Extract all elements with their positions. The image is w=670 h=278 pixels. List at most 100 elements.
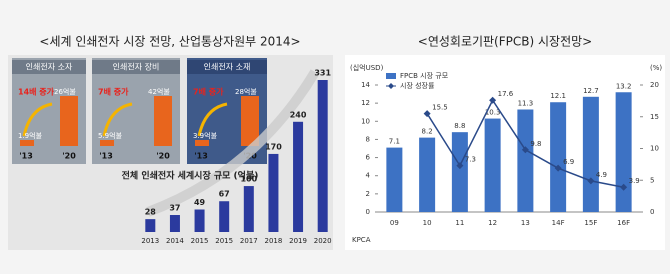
panel-bar-large	[241, 96, 259, 146]
value-label: 11.3	[518, 99, 534, 107]
value-label: 49	[194, 198, 206, 207]
x-tick-label: 11	[455, 219, 464, 227]
bar	[293, 122, 303, 232]
panel-name: 인쇄전자 장비	[113, 62, 160, 72]
panel-growth: 14배 증가	[18, 87, 55, 97]
panel-bar-large	[60, 96, 78, 146]
y-tick-label: 12	[361, 99, 370, 107]
x-tick-label: 12	[488, 219, 497, 227]
y-tick-label: 10	[361, 117, 370, 125]
x-tick-label: 2019	[289, 237, 307, 245]
value-label: 4.9	[596, 171, 607, 179]
panel-from-year: '13	[19, 152, 33, 161]
y-tick-label: 2	[366, 190, 370, 198]
legend-label: 시장 성장률	[400, 81, 435, 90]
x-tick-label: 14F	[552, 219, 565, 227]
y2-tick-label: 0	[650, 208, 654, 216]
value-label: 3.9	[629, 177, 640, 185]
panel-bar-small	[195, 140, 209, 146]
panel-name: 인쇄전자 소자	[26, 62, 73, 72]
value-label: 17.6	[498, 90, 514, 98]
value-label: 7.1	[389, 138, 400, 146]
bar	[550, 102, 566, 212]
value-label: 13.2	[616, 82, 632, 90]
y-tick-label: 6	[366, 154, 371, 162]
x-tick-label: 16F	[617, 219, 630, 227]
y2-tick-label: 20	[650, 81, 659, 89]
bar	[219, 201, 229, 232]
y-tick-label: 8	[366, 135, 370, 143]
panel-growth: 7배 증가	[193, 87, 224, 97]
bar	[517, 109, 533, 212]
x-tick-label: 2020	[314, 237, 332, 245]
panel-to-year: '20	[156, 152, 170, 161]
value-label: 67	[219, 190, 230, 199]
x-tick-label: 09	[390, 219, 399, 227]
y-axis-label: (십억USD)	[350, 63, 384, 72]
value-label: 37	[169, 204, 180, 213]
legend-label: FPCB 시장 규모	[400, 71, 449, 80]
panel-bar-large	[154, 96, 172, 146]
value-label: 12.7	[583, 87, 599, 95]
value-label: 9.8	[530, 140, 541, 148]
panel-from: 5.9억불	[98, 131, 123, 140]
value-label: 240	[290, 110, 307, 119]
panel-name: 인쇄전자 소재	[204, 62, 251, 72]
bar	[195, 209, 205, 232]
chart-title: 전체 인쇄전자 세계시장 규모 (억불)	[122, 170, 259, 182]
panel-growth: 7배 증가	[98, 87, 129, 97]
bar	[583, 97, 599, 212]
value-label: 7.3	[465, 156, 476, 164]
bar	[268, 154, 278, 232]
y2-tick-label: 15	[650, 113, 659, 121]
left-title: <세계 인쇄전자 시장 전망, 산업통상자원부 2014>	[39, 35, 300, 49]
value-label: 28	[145, 208, 157, 217]
x-tick-label: 2015	[215, 237, 233, 245]
value-label: 8.8	[454, 122, 465, 130]
x-tick-label: 2018	[265, 237, 283, 245]
bar	[452, 132, 468, 212]
legend-swatch	[386, 73, 396, 79]
value-label: 8.2	[422, 128, 433, 136]
panel-bar-small	[20, 140, 34, 146]
y-tick-label: 0	[366, 208, 370, 216]
x-tick-label: 2014	[166, 237, 184, 245]
bar	[170, 215, 180, 232]
bar	[386, 148, 402, 212]
page: <세계 인쇄전자 시장 전망, 산업통상자원부 2014> <연성회로기판(FP…	[0, 0, 670, 278]
x-tick-label: 13	[521, 219, 530, 227]
panel-from: 1.9억불	[18, 131, 43, 140]
panel-from-year: '13	[194, 152, 208, 161]
panel-to: 42억불	[148, 87, 170, 96]
x-tick-label: 2017	[240, 237, 258, 245]
bar	[318, 80, 328, 232]
x-tick-label: 15F	[584, 219, 597, 227]
y2-tick-label: 5	[650, 176, 654, 184]
x-tick-label: 10	[423, 219, 432, 227]
value-label: 6.9	[563, 158, 574, 166]
bar	[485, 119, 501, 212]
bar	[244, 186, 254, 232]
bar	[145, 219, 155, 232]
panel-from: 3.9억불	[193, 131, 218, 140]
panel-bar-small	[100, 140, 114, 146]
y-tick-label: 4	[366, 172, 371, 180]
panel-to: 28억불	[235, 87, 257, 96]
right-title: <연성회로기판(FPCB) 시장전망>	[418, 35, 592, 49]
value-label: 331	[314, 69, 331, 78]
y-tick-label: 14	[361, 81, 370, 89]
bar	[616, 92, 632, 212]
x-tick-label: 2013	[141, 237, 159, 245]
bar	[419, 138, 435, 212]
panel-to: 26억불	[54, 87, 76, 96]
y2-tick-label: 10	[650, 145, 659, 153]
value-label: 12.1	[550, 92, 566, 100]
panel-from-year: '13	[99, 152, 113, 161]
x-tick-label: 2015	[191, 237, 209, 245]
source: KPCA	[352, 236, 371, 244]
value-label: 15.5	[432, 104, 448, 112]
value-label: 100	[240, 175, 257, 184]
y2-axis-label: (%)	[650, 64, 662, 72]
panel-to-year: '20	[62, 152, 76, 161]
figure: <세계 인쇄전자 시장 전망, 산업통상자원부 2014> <연성회로기판(FP…	[0, 0, 670, 274]
